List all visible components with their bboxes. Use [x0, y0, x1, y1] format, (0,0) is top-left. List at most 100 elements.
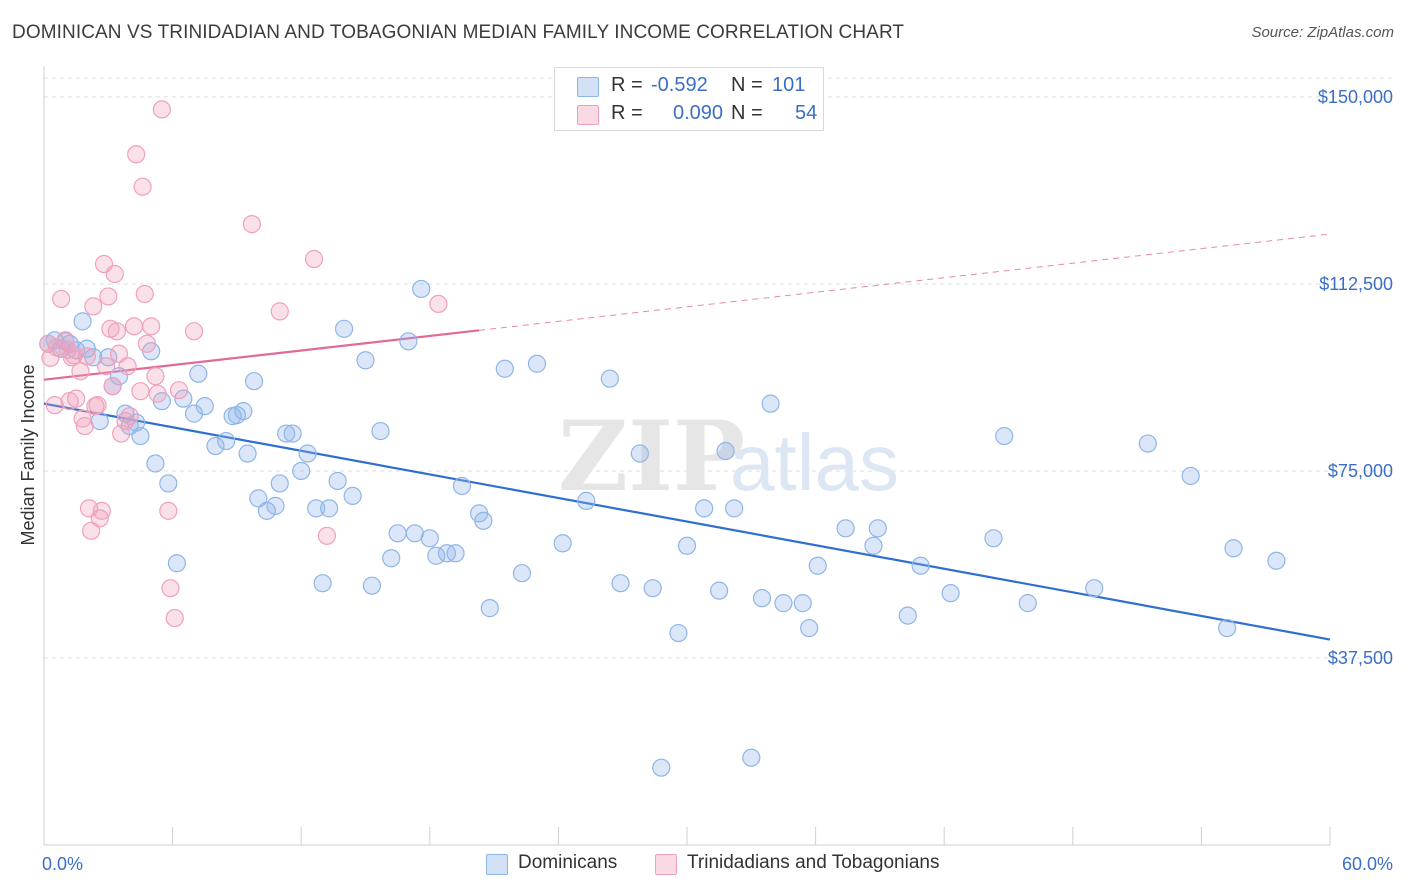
- point-dominicans: [405, 524, 424, 543]
- legend-swatch-trinidadians: [577, 105, 599, 125]
- point-dominicans: [898, 606, 917, 625]
- point-dominicans: [217, 431, 236, 451]
- n-value: 101: [772, 74, 806, 96]
- point-trinidadians: [169, 381, 189, 400]
- point-dominicans: [334, 319, 354, 338]
- point-dominicans: [174, 389, 193, 408]
- point-dominicans: [319, 499, 339, 518]
- point-trinidadians: [97, 357, 116, 376]
- point-trinidadians: [107, 322, 126, 341]
- point-dominicans: [195, 397, 214, 416]
- point-trinidadians: [99, 287, 118, 306]
- point-dominicans: [420, 529, 439, 548]
- point-dominicans: [328, 471, 347, 491]
- point-dominicans: [1267, 551, 1286, 570]
- point-trinidadians: [127, 145, 146, 164]
- point-dominicans: [146, 454, 165, 473]
- point-dominicans: [257, 501, 277, 520]
- point-trinidadians: [109, 344, 129, 363]
- point-dominicans: [189, 364, 208, 383]
- trend-line-trinidadians: [43, 329, 480, 381]
- r-value: -0.592: [651, 74, 708, 96]
- point-trinidadians: [124, 317, 144, 336]
- y-axis-label: Median Family Income: [18, 364, 38, 545]
- n-value: 54: [795, 102, 818, 124]
- series-legend: Dominicans Trinidadians and Tobagonians: [0, 852, 1406, 878]
- point-trinidadians: [103, 377, 122, 396]
- point-dominicans: [911, 556, 930, 575]
- point-dominicans: [427, 546, 446, 565]
- point-trinidadians: [146, 367, 165, 386]
- point-dominicans: [836, 519, 855, 538]
- legend-label: Dominicans: [518, 852, 618, 873]
- point-trinidadians: [159, 501, 178, 520]
- point-trinidadians: [86, 397, 105, 416]
- point-dominicans: [495, 359, 514, 378]
- point-trinidadians: [120, 407, 139, 426]
- point-dominicans: [1138, 434, 1157, 453]
- y-tick-label: $75,000: [1328, 461, 1393, 481]
- y-tick-label: $112,500: [1319, 274, 1393, 294]
- point-dominicans: [710, 581, 729, 600]
- point-dominicans: [452, 476, 472, 496]
- point-dominicans: [446, 544, 465, 563]
- chart-title: DOMINICAN VS TRINIDADIAN AND TOBAGONIAN …: [12, 22, 905, 43]
- point-trinidadians: [304, 249, 324, 269]
- point-dominicans: [356, 351, 375, 370]
- point-dominicans: [399, 332, 418, 351]
- point-dominicans: [864, 536, 883, 555]
- point-trinidadians: [75, 416, 94, 436]
- legend-swatch-dominicans: [577, 77, 599, 97]
- point-dominicans: [1085, 579, 1104, 598]
- point-dominicans: [995, 426, 1014, 446]
- source-label: Source: ZipAtlas.com: [1251, 24, 1394, 41]
- point-trinidadians: [135, 284, 154, 304]
- r-label: R =: [611, 102, 643, 124]
- legend-swatch: [655, 854, 677, 875]
- point-dominicans: [512, 564, 532, 583]
- point-dominicans: [677, 536, 697, 555]
- point-dominicans: [184, 404, 204, 423]
- point-dominicans: [808, 556, 827, 575]
- point-dominicans: [752, 589, 772, 608]
- y-tick-label: $150,000: [1318, 87, 1393, 107]
- point-dominicans: [761, 394, 780, 413]
- stats-legend: R = -0.592 N = 101 R = 0.090 N = 54: [554, 67, 824, 131]
- point-trinidadians: [52, 289, 71, 309]
- axes: [43, 66, 1331, 846]
- point-dominicans: [577, 491, 596, 510]
- r-value: 0.090: [673, 102, 724, 124]
- point-dominicans: [941, 584, 960, 603]
- point-dominicans: [725, 499, 744, 518]
- point-dominicans: [793, 594, 812, 613]
- point-dominicans: [362, 576, 382, 595]
- point-dominicans: [1224, 539, 1243, 558]
- point-dominicans: [800, 618, 819, 638]
- point-trinidadians: [131, 382, 150, 401]
- point-dominicans: [611, 574, 630, 593]
- point-trinidadians: [64, 346, 84, 365]
- legend-swatch: [486, 854, 508, 875]
- point-dominicans: [412, 279, 431, 299]
- point-trinidadians: [60, 392, 79, 411]
- point-dominicans: [1181, 466, 1200, 486]
- point-dominicans: [382, 549, 401, 568]
- watermark: ZIP atlas: [558, 400, 899, 513]
- point-dominicans: [774, 594, 793, 613]
- point-dominicans: [474, 511, 493, 530]
- point-trinidadians: [71, 362, 90, 381]
- point-dominicans: [984, 529, 1003, 548]
- point-trinidadians: [133, 177, 152, 196]
- point-dominicans: [669, 623, 688, 643]
- y-tick-labels: $37,500 $75,000 $112,500 $150,000: [1318, 87, 1393, 668]
- point-trinidadians: [118, 357, 137, 376]
- point-trinidadians: [105, 264, 124, 284]
- point-dominicans: [371, 421, 390, 441]
- data-points: [39, 100, 1286, 777]
- point-dominicans: [630, 444, 649, 463]
- y-tick-label: $37,500: [1328, 648, 1393, 668]
- point-dominicans: [283, 424, 302, 443]
- point-trinidadians: [82, 521, 101, 540]
- trend-line-trinidadians-extended: [479, 233, 1331, 331]
- point-trinidadians: [137, 334, 156, 353]
